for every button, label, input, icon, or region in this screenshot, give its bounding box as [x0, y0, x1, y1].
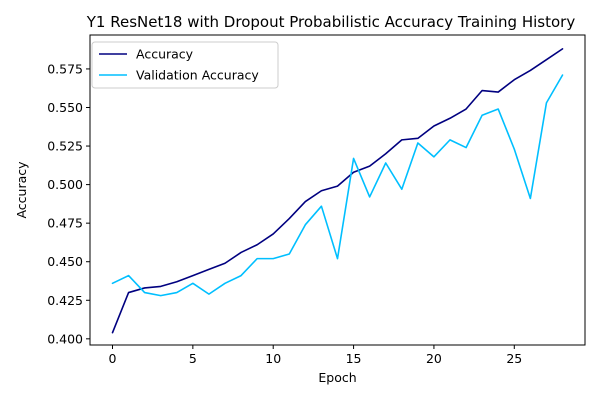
x-tick-label: 20 — [426, 351, 442, 366]
legend-label-accuracy: Accuracy — [136, 47, 194, 62]
y-tick-label: 0.525 — [47, 139, 83, 154]
y-tick-label: 0.400 — [47, 331, 83, 346]
y-axis-title: Accuracy — [14, 161, 29, 219]
x-tick-label: 10 — [265, 351, 281, 366]
y-tick-label: 0.575 — [47, 61, 83, 76]
legend-label-validation-accuracy: Validation Accuracy — [136, 68, 259, 83]
y-tick-label: 0.425 — [47, 293, 83, 308]
legend-box — [91, 41, 279, 89]
y-tick-label: 0.475 — [47, 216, 83, 231]
y-tick-label: 0.500 — [47, 177, 83, 192]
y-tick-label: 0.550 — [47, 100, 83, 115]
plot-frame — [89, 34, 586, 346]
y-tick-label: 0.450 — [47, 254, 83, 269]
x-axis-ticks: 0 5 10 15 20 25 — [109, 345, 522, 366]
chart-title: Y1 ResNet18 with Dropout Probabilistic A… — [86, 13, 576, 31]
series-layer — [111, 48, 564, 334]
y-axis-ticks: 0.400 0.425 0.450 0.475 0.500 0.525 0.550 0.575 — [47, 61, 90, 346]
x-tick-label: 0 — [109, 351, 117, 366]
x-tick-label: 25 — [506, 351, 522, 366]
x-axis-title: Epoch — [318, 370, 356, 385]
x-tick-label: 15 — [346, 351, 362, 366]
legend: Accuracy Validation Accuracy — [91, 41, 279, 89]
series-line-accuracy — [111, 48, 564, 334]
series-line-validation-accuracy — [111, 74, 564, 297]
x-tick-label: 5 — [189, 351, 197, 366]
